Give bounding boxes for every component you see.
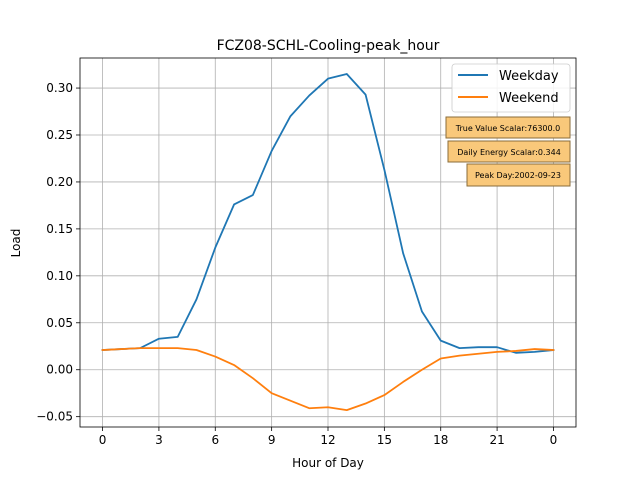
annotation-peak-day: Peak Day:2002-09-23 [475, 171, 561, 180]
y-tick-label: −0.05 [36, 410, 73, 424]
series-layer [101, 73, 555, 412]
chart-title: FCZ08-SCHL-Cooling-peak_hour [217, 38, 440, 54]
legend-label-weekend: Weekend [499, 91, 559, 106]
x-axis-label: Hour of Day [292, 456, 364, 470]
annotation-box-peak-day [466, 163, 571, 187]
legend-label-weekday: Weekday [499, 69, 559, 84]
x-tick-label: 18 [433, 433, 448, 447]
series-line-weekend [101, 347, 555, 412]
y-ticks: −0.05 0.00 0.05 0.10 0.15 0.20 0.25 0.30 [36, 81, 80, 424]
y-axis-label: Load [9, 229, 23, 258]
annotation-daily-energy: Daily Energy Scalar:0.344 [457, 148, 561, 157]
y-tick-label: 0.05 [46, 316, 73, 330]
annotation-box-true-value [445, 116, 571, 139]
x-tick-label: 21 [489, 433, 504, 447]
legend: Weekday Weekend [451, 63, 571, 113]
x-ticks: 0 3 6 9 12 15 18 21 0 [99, 427, 558, 447]
annotation-true-value: True Value Scalar:76300.0 [455, 124, 560, 133]
x-tick-label: 9 [268, 433, 276, 447]
series-line-weekday [101, 73, 555, 354]
annotations: True Value Scalar:76300.0 Daily Energy S… [445, 116, 571, 187]
x-tick-label: 0 [550, 433, 558, 447]
y-tick-label: 0.30 [46, 81, 73, 95]
y-tick-label: 0.15 [46, 222, 73, 236]
x-tick-label: 6 [211, 433, 219, 447]
y-tick-label: 0.20 [46, 175, 73, 189]
y-tick-label: 0.00 [46, 363, 73, 377]
x-tick-label: 12 [320, 433, 335, 447]
x-tick-label: 15 [377, 433, 392, 447]
annotation-box-daily-energy [447, 140, 571, 163]
y-tick-label: 0.10 [46, 269, 73, 283]
x-tick-label: 0 [99, 433, 107, 447]
x-tick-label: 3 [155, 433, 163, 447]
y-tick-label: 0.25 [46, 128, 73, 142]
